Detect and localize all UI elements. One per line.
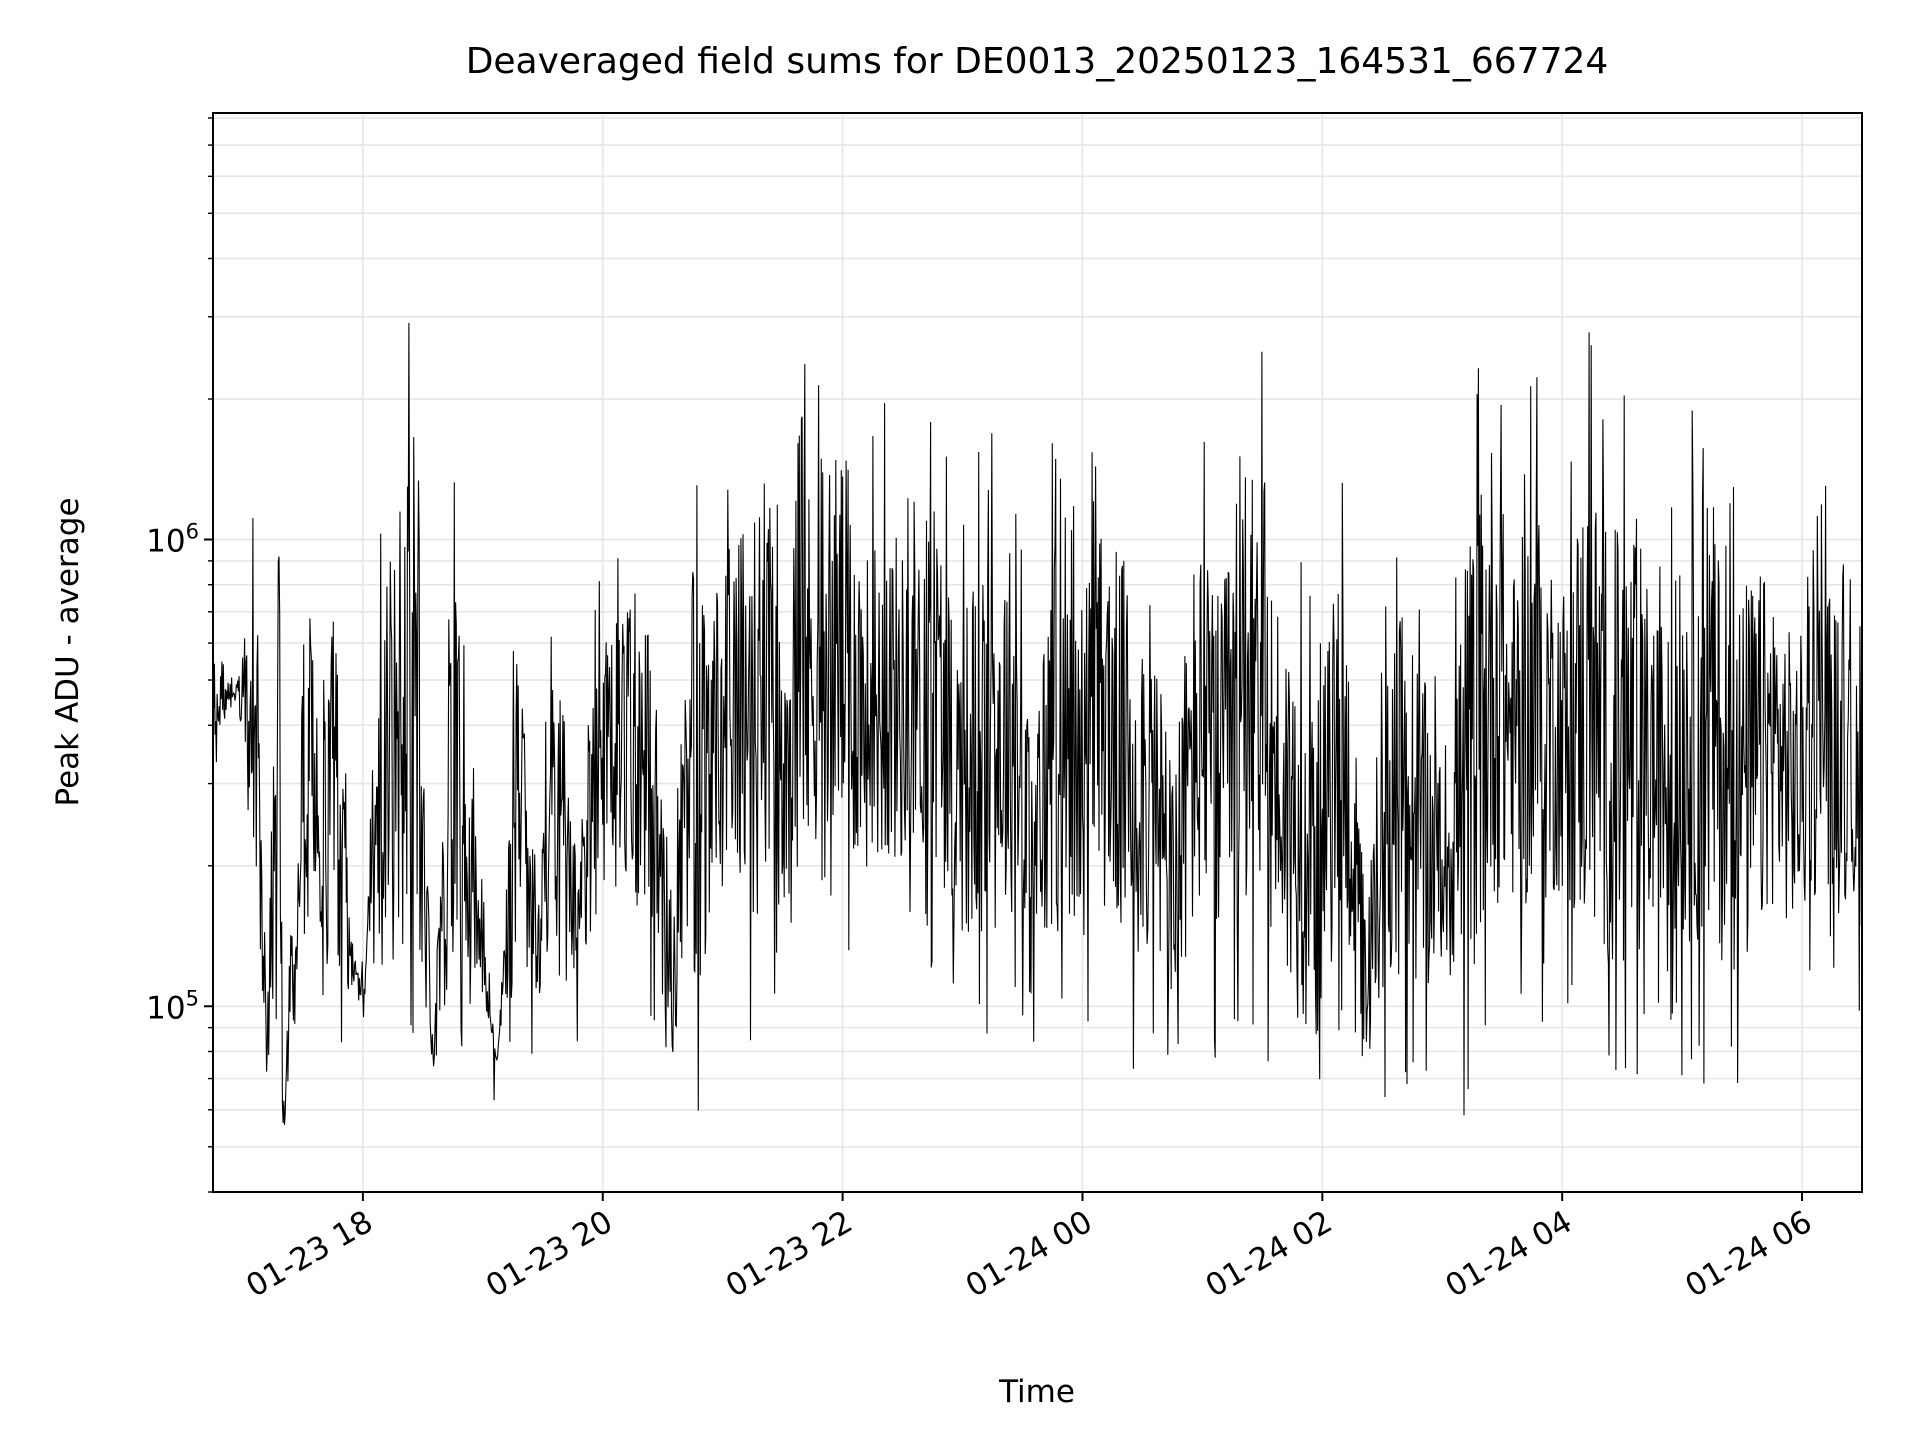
y-axis: 105 106 [146, 117, 213, 1193]
data-line [212, 322, 1863, 1125]
y-tick-label: 105 [146, 986, 199, 1026]
x-axis-label: Time [998, 1374, 1075, 1410]
plot-frame [212, 112, 1863, 1193]
chart-title: Deaveraged field sums for DE0013_2025012… [466, 41, 1609, 82]
y-tick-label: 106 [146, 520, 199, 560]
y-axis-label: Peak ADU - average [50, 497, 86, 806]
plot-area [212, 322, 1863, 1125]
